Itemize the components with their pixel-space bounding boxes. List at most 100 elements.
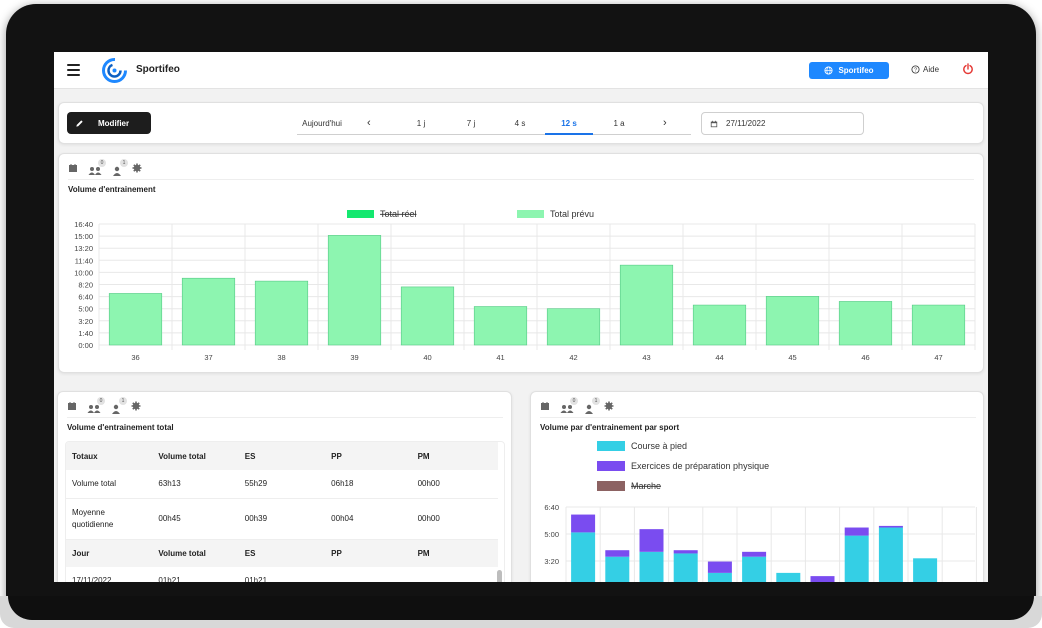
period-12-weeks[interactable]: 12 s [561,119,577,128]
table-row: 17/11/2022 01h21 01h21 [66,567,498,582]
help-link[interactable]: ? Aide [911,65,939,74]
bar-running[interactable] [707,572,732,582]
period-1-year[interactable]: 1 a [613,119,625,128]
bar-running[interactable] [742,556,767,582]
group-icon[interactable]: 0 [87,397,105,413]
bar-week-41[interactable] [473,306,528,346]
svg-text:?: ? [914,68,917,74]
power-icon[interactable] [962,63,974,75]
calendar-icon[interactable] [67,401,77,411]
header-cell: PM [411,442,498,470]
bar-physical-prep[interactable] [810,576,835,582]
table-cell: 01h21 [152,567,239,582]
person-icon[interactable]: 1 [584,397,600,414]
club-button[interactable]: Sportifeo [809,62,889,79]
table-cell: 06h18 [325,470,412,499]
table-scrollbar[interactable] [497,570,502,582]
bar-running[interactable] [571,532,596,582]
edit-button[interactable]: Modifier [67,112,151,134]
group-icon[interactable]: 0 [88,159,106,175]
bar-physical-prep[interactable] [673,550,698,554]
sportifeo-logo-icon[interactable] [102,58,127,83]
row-label: Moyenne quotidienne [66,498,153,540]
legend-label[interactable]: Marche [631,481,661,491]
bar-week-47[interactable] [911,304,966,346]
table-cell: 01h21 [238,567,326,582]
volume-bar-chart: 0:00 1:40 3:20 5:00 6:40 8:20 10:00 11:40 13:20 1… [74,209,976,362]
bar-physical-prep[interactable] [571,514,596,533]
card-tools: 0 1 [540,397,614,414]
legend-swatch[interactable] [597,481,625,491]
bar-physical-prep[interactable] [707,561,732,573]
legend-swatch[interactable] [347,210,374,218]
header-cell: Jour [66,539,153,567]
y-tick-label: 6:40 [544,503,559,512]
bar-running[interactable] [776,572,801,582]
bar-physical-prep[interactable] [878,525,903,528]
bar-physical-prep[interactable] [605,550,630,557]
date-value: 27/11/2022 [726,119,766,128]
x-tick-label: 38 [277,353,285,362]
legend-label[interactable]: Total prévu [550,209,594,219]
bar-week-38[interactable] [254,280,309,346]
hamburger-menu-icon[interactable] [67,64,80,76]
card-tools: 0 1 [68,159,142,176]
legend-swatch[interactable] [597,461,625,471]
bar-physical-prep[interactable] [844,527,869,536]
gear-icon[interactable] [131,401,141,411]
bar-week-43[interactable] [619,264,674,346]
bar-week-44[interactable] [692,304,747,346]
volume-chart-card: 0 1 Volume d'entrainement 0:00 1:40 3:20 5:… [58,153,984,373]
group-icon[interactable]: 0 [560,397,578,413]
period-4-weeks[interactable]: 4 s [514,119,526,128]
x-tick-label: 39 [350,353,358,362]
bar-running[interactable] [673,553,698,582]
bar-week-40[interactable] [400,286,455,346]
bar-running[interactable] [639,551,664,582]
gear-icon[interactable] [604,401,614,411]
date-field[interactable]: 27/11/2022 [701,112,864,135]
bar-week-36[interactable] [108,293,163,346]
bar-physical-prep[interactable] [639,529,664,552]
bar-week-45[interactable] [765,296,820,346]
period-today[interactable]: Aujourd'hui [302,119,342,128]
calendar-icon [710,120,718,127]
person-icon[interactable]: 1 [112,159,128,176]
gear-icon[interactable] [132,163,142,173]
table-cell: 55h29 [238,470,326,499]
y-tick-label: 8:20 [78,281,93,290]
table-cell: 63h13 [152,470,239,499]
sport-volume-title: Volume par d'entrainement par sport [540,423,680,432]
bar-week-37[interactable] [181,277,236,346]
bar-week-39[interactable] [327,235,382,346]
calendar-icon[interactable] [540,401,550,411]
bar-running[interactable] [844,535,869,582]
legend-label[interactable]: Total réel [380,209,417,219]
table-row: Volume total 63h13 55h29 06h18 00h00 [66,470,498,499]
period-toolbar: Modifier Aujourd'hui ‹ 1 j 7 j 4 s 12 s … [58,102,984,144]
bar-running[interactable] [605,556,630,582]
calendar-icon[interactable] [68,163,78,173]
person-icon[interactable]: 1 [111,397,127,414]
volume-chart-title: Volume d'entrainement [68,185,156,194]
bar-running[interactable] [913,558,938,582]
period-selector: Aujourd'hui ‹ 1 j 7 j 4 s 12 s 1 a › [297,111,691,135]
legend-label[interactable]: Exercices de préparation physique [631,461,769,471]
period-7-days[interactable]: 7 j [466,119,476,128]
bar-running[interactable] [878,527,903,582]
bar-week-46[interactable] [838,301,893,346]
bar-week-42[interactable] [546,308,601,346]
y-tick-label: 11:40 [75,256,93,265]
period-1-day[interactable]: 1 j [416,119,426,128]
edit-button-label: Modifier [98,118,130,128]
legend-label[interactable]: Course à pied [631,441,687,451]
club-button-label: Sportifeo [838,66,874,75]
chevron-right-icon[interactable]: › [663,117,667,129]
bar-physical-prep[interactable] [742,551,767,557]
chevron-left-icon[interactable]: ‹ [367,117,371,129]
legend-swatch[interactable] [517,210,544,218]
sport-stacked-bar-chart: Course à pied Exercices de préparation ph… [544,441,977,582]
group-badge: 0 [570,397,578,405]
legend-swatch[interactable] [597,441,625,451]
total-volume-card: 0 1 Volume d'entrainement total Totaux V… [57,391,512,582]
